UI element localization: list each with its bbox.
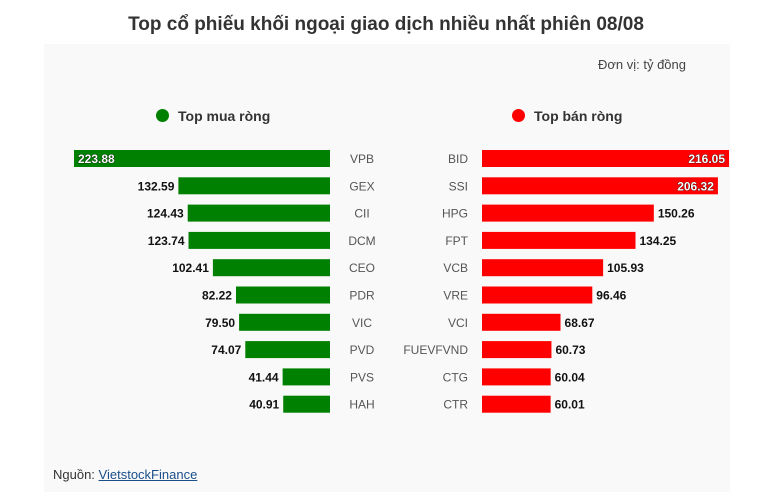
legend-sell: Top bán ròng <box>512 108 622 124</box>
buy-ticker-label: PVD <box>350 343 375 357</box>
buy-bar <box>283 395 330 413</box>
legend-buy: Top mua ròng <box>156 108 270 124</box>
buy-ticker-label: PDR <box>349 289 375 303</box>
buy-bar <box>282 368 330 386</box>
source-label: Nguồn: <box>53 467 95 482</box>
buy-bar <box>188 231 330 249</box>
source-line: Nguồn: VietstockFinance <box>53 467 197 482</box>
sell-value-label: 60.01 <box>555 398 585 412</box>
sell-value-label: 206.32 <box>677 179 714 193</box>
sell-bar <box>482 368 551 386</box>
buy-bar <box>212 259 330 277</box>
sell-value-label: 216.05 <box>688 152 725 166</box>
bar-chart: 223.88 VPB 132.59 GEX 124.43 CII 123.74 DCM 102.… <box>74 150 730 413</box>
buy-ticker-label: GEX <box>349 179 374 193</box>
buy-value-label: 41.44 <box>249 370 279 384</box>
sell-ticker-label: VCI <box>448 316 468 330</box>
buy-value-label: 40.91 <box>249 398 279 412</box>
sell-ticker-label: HPG <box>442 207 468 221</box>
sell-ticker-label: CTG <box>443 370 468 384</box>
sell-value-label: 105.93 <box>607 261 644 275</box>
sell-ticker-label: SSI <box>449 179 468 193</box>
buy-bar <box>245 341 330 359</box>
sell-bar <box>482 259 604 277</box>
buy-ticker-label: HAH <box>349 398 374 412</box>
buy-value-label: 123.74 <box>148 234 185 248</box>
legend-buy-label: Top mua ròng <box>178 108 271 124</box>
buy-value-label: 132.59 <box>138 179 175 193</box>
buy-ticker-label: CII <box>354 207 369 221</box>
source-link[interactable]: VietstockFinance <box>98 467 198 482</box>
buy-value-label: 102.41 <box>172 261 209 275</box>
sell-value-label: 60.73 <box>555 343 585 357</box>
sell-ticker-label: VRE <box>443 289 468 303</box>
sell-bar <box>482 177 718 195</box>
sell-bar <box>482 341 552 359</box>
chart-panel: Đơn vị: tỷ đồng Top mua ròng Top bán ròn… <box>44 44 730 492</box>
buy-ticker-label: DCM <box>348 234 375 248</box>
sell-value-label: 150.26 <box>658 207 695 221</box>
buy-bar <box>235 286 330 304</box>
buy-bar <box>239 313 330 331</box>
sell-ticker-label: FPT <box>445 234 468 248</box>
buy-ticker-label: VPB <box>350 152 374 166</box>
buy-bar <box>187 204 330 222</box>
buy-bar <box>74 150 330 167</box>
sell-bar <box>482 204 654 222</box>
buy-value-label: 223.88 <box>78 152 115 166</box>
buy-value-label: 74.07 <box>211 343 241 357</box>
sell-value-label: 96.46 <box>596 289 626 303</box>
sell-ticker-label: CTR <box>443 398 468 412</box>
sell-value-label: 134.25 <box>640 234 677 248</box>
unit-label: Đơn vị: tỷ đồng <box>597 57 686 72</box>
buy-value-label: 124.43 <box>147 207 184 221</box>
legend-sell-marker <box>512 109 525 122</box>
buy-ticker-label: CEO <box>349 261 375 275</box>
buy-value-label: 82.22 <box>202 289 232 303</box>
sell-ticker-label: FUEVFVND <box>403 343 468 357</box>
buy-value-label: 79.50 <box>205 316 235 330</box>
buy-bar <box>178 177 330 195</box>
sell-bar <box>482 286 593 304</box>
buy-ticker-label: VIC <box>352 316 372 330</box>
sell-bar <box>482 231 636 249</box>
chart-title: Top cổ phiếu khối ngoại giao dịch nhiều … <box>128 14 644 35</box>
sell-ticker-label: BID <box>448 152 468 166</box>
legend-buy-marker <box>156 109 169 122</box>
sell-value-label: 68.67 <box>565 316 595 330</box>
sell-ticker-label: VCB <box>443 261 468 275</box>
sell-bar <box>482 150 730 167</box>
legend-sell-label: Top bán ròng <box>534 108 623 124</box>
buy-ticker-label: PVS <box>350 370 374 384</box>
sell-bar <box>482 313 561 331</box>
sell-bar <box>482 395 551 413</box>
sell-value-label: 60.04 <box>555 370 585 384</box>
